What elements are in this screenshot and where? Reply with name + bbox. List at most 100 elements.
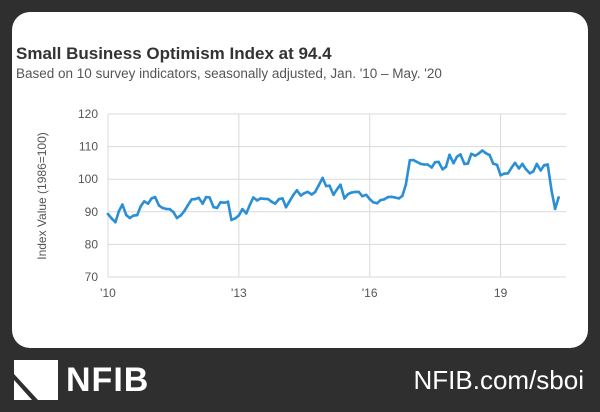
data-point: [252, 196, 255, 199]
y-tick-label: 100: [78, 172, 98, 186]
data-point: [234, 217, 237, 220]
data-point: [237, 214, 241, 217]
data-point: [364, 193, 368, 197]
data-point: [317, 184, 321, 187]
data-point: [448, 153, 451, 157]
data-point: [444, 165, 448, 169]
data-point: [452, 161, 455, 165]
data-point: [346, 192, 350, 196]
data-point: [470, 152, 473, 156]
data-point: [132, 214, 135, 217]
data-point: [386, 195, 390, 199]
data-point: [368, 197, 372, 201]
data-point: [161, 206, 164, 210]
x-tick-label: '16: [362, 286, 378, 300]
data-point: [517, 167, 521, 170]
data-point: [223, 201, 226, 204]
data-point: [150, 197, 153, 200]
data-point: [292, 193, 295, 197]
data-point: [350, 191, 353, 194]
data-point: [273, 202, 277, 205]
data-point: [168, 207, 172, 211]
data-point: [502, 172, 506, 175]
data-point: [266, 197, 270, 201]
data-point: [255, 199, 259, 202]
data-point: [128, 216, 132, 220]
data-point: [412, 158, 415, 162]
y-tick-label: 110: [79, 140, 98, 154]
data-point: [441, 168, 444, 171]
data-point: [339, 183, 342, 186]
data-point: [397, 197, 401, 200]
y-tick-label: 90: [85, 205, 99, 219]
footer-url[interactable]: NFIB.com/sboi: [413, 365, 585, 395]
data-point: [186, 204, 190, 207]
data-point: [321, 176, 324, 180]
y-tick-label: 80: [85, 237, 99, 251]
data-point: [201, 202, 204, 205]
data-point: [226, 200, 230, 203]
data-point: [393, 196, 397, 199]
data-point: [415, 160, 419, 164]
data-point: [477, 152, 481, 155]
data-point: [146, 202, 150, 205]
data-point: [491, 162, 495, 165]
nfib-flag-logo-icon: [14, 360, 58, 400]
data-point: [474, 154, 477, 157]
data-point: [288, 199, 292, 202]
data-point: [299, 194, 303, 197]
data-point: [110, 217, 113, 220]
data-point: [270, 200, 273, 203]
data-point: [379, 198, 382, 202]
data-point: [343, 197, 346, 200]
series-group: [106, 149, 560, 224]
data-point: [208, 196, 211, 199]
data-point: [422, 163, 426, 166]
data-point: [481, 149, 484, 152]
y-axis-label: Index Value (1986=100): [35, 132, 49, 260]
data-point: [219, 201, 222, 204]
data-point: [204, 195, 208, 199]
data-point: [357, 190, 361, 194]
data-point: [390, 195, 393, 199]
data-point: [408, 159, 412, 162]
data-point: [241, 207, 244, 211]
data-point: [139, 205, 142, 208]
data-point: [510, 166, 513, 170]
data-point: [499, 174, 502, 177]
data-point: [230, 218, 233, 222]
data-point: [306, 190, 310, 194]
data-point: [535, 162, 539, 166]
data-point: [426, 163, 430, 166]
y-tick-label: 70: [85, 270, 99, 284]
data-point: [455, 155, 459, 158]
data-point: [375, 202, 379, 205]
data-point: [212, 205, 215, 209]
data-point: [324, 184, 328, 188]
data-point: [259, 197, 263, 200]
data-point: [153, 195, 157, 199]
data-point: [248, 203, 252, 207]
data-point: [215, 206, 219, 210]
data-point: [157, 204, 161, 207]
data-point: [190, 198, 193, 201]
data-point: [401, 194, 404, 198]
data-point: [419, 162, 423, 166]
data-point: [281, 197, 284, 200]
data-point: [459, 153, 462, 156]
data-point: [495, 163, 499, 167]
data-point: [488, 153, 492, 157]
data-point: [404, 183, 408, 186]
data-point: [197, 196, 200, 200]
data-point: [310, 193, 314, 196]
brand-name: NFIB: [66, 360, 150, 399]
data-point: [542, 163, 546, 167]
data-point: [361, 194, 364, 198]
data-point: [524, 167, 528, 171]
data-point: [335, 188, 339, 191]
data-point: [371, 201, 375, 204]
data-point: [539, 169, 542, 172]
data-point: [354, 190, 357, 194]
data-point: [175, 216, 179, 220]
